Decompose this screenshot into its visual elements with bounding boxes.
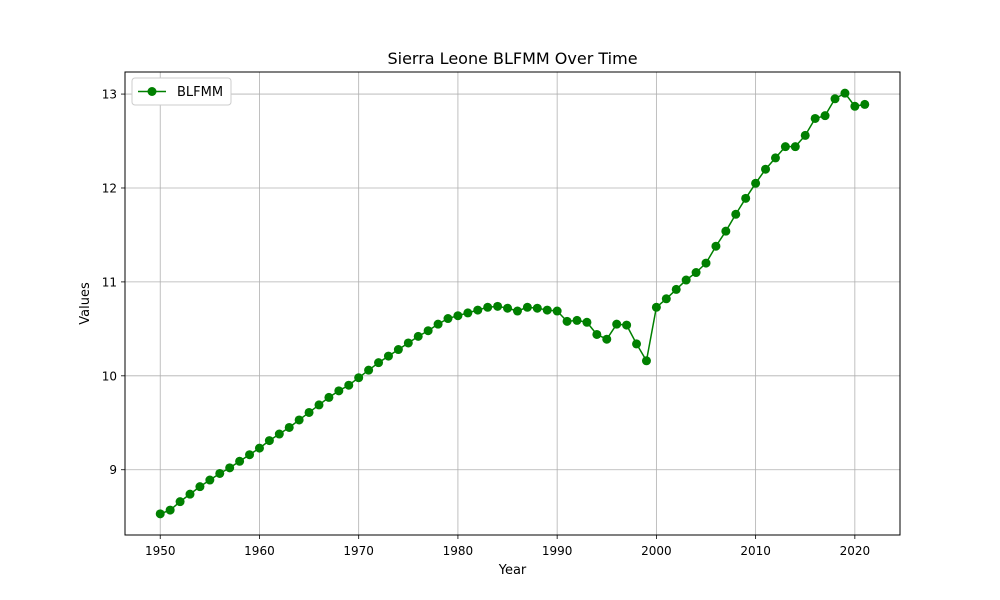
data-point bbox=[354, 373, 364, 383]
x-axis: 1950 1960 1970 1980 1990 2000 2010 2020 bbox=[145, 535, 870, 558]
legend-marker-swatch bbox=[147, 87, 157, 96]
data-point bbox=[483, 302, 493, 312]
data-point bbox=[264, 436, 274, 446]
data-point bbox=[383, 351, 393, 361]
data-point bbox=[314, 400, 324, 410]
data-point bbox=[860, 99, 870, 109]
data-point bbox=[473, 305, 483, 315]
data-point bbox=[512, 306, 522, 316]
data-point bbox=[364, 365, 374, 375]
data-point bbox=[800, 130, 810, 140]
data-point bbox=[443, 314, 453, 324]
data-point bbox=[334, 386, 344, 396]
data-point bbox=[820, 111, 830, 121]
data-point bbox=[344, 380, 354, 390]
data-point bbox=[840, 88, 850, 98]
data-point bbox=[522, 302, 532, 312]
data-point bbox=[701, 258, 711, 268]
y-tick-label: 11 bbox=[102, 275, 117, 289]
data-point bbox=[711, 241, 721, 251]
data-point bbox=[721, 226, 731, 236]
data-point bbox=[324, 392, 334, 402]
data-point bbox=[671, 284, 681, 294]
data-point bbox=[810, 113, 820, 123]
data-point bbox=[503, 303, 513, 313]
legend: BLFMM bbox=[131, 77, 232, 106]
data-point bbox=[423, 326, 433, 336]
data-point bbox=[304, 407, 314, 417]
data-point bbox=[602, 334, 612, 344]
data-point bbox=[493, 301, 503, 311]
x-tick-label: 2020 bbox=[840, 544, 871, 558]
x-tick-label: 2000 bbox=[641, 544, 672, 558]
y-tick-label: 10 bbox=[102, 369, 117, 383]
data-point bbox=[850, 101, 860, 111]
x-tick-label: 2010 bbox=[740, 544, 771, 558]
data-point bbox=[651, 302, 661, 312]
x-tick-label: 1970 bbox=[343, 544, 374, 558]
data-point bbox=[254, 443, 264, 453]
data-point bbox=[175, 497, 185, 507]
data-point bbox=[681, 275, 691, 285]
data-point bbox=[632, 339, 642, 349]
data-point bbox=[215, 468, 225, 478]
data-point bbox=[195, 482, 205, 492]
data-point bbox=[691, 268, 701, 278]
y-axis: 9 10 11 12 13 bbox=[102, 88, 125, 477]
series-layer bbox=[155, 88, 870, 519]
data-point bbox=[433, 319, 443, 329]
data-point bbox=[582, 317, 592, 327]
data-point bbox=[661, 294, 671, 304]
data-point bbox=[592, 329, 602, 339]
legend-entry-blfmm: BLFMM bbox=[177, 85, 223, 100]
data-point bbox=[453, 311, 463, 321]
legend-box bbox=[131, 77, 232, 106]
data-point bbox=[532, 303, 542, 313]
data-point bbox=[830, 94, 840, 104]
data-point bbox=[572, 315, 582, 325]
data-point bbox=[165, 505, 175, 515]
x-tick-label: 1960 bbox=[244, 544, 275, 558]
data-point bbox=[155, 509, 165, 519]
chart-title: Sierra Leone BLFMM Over Time bbox=[387, 49, 637, 68]
data-point bbox=[751, 178, 761, 188]
data-point bbox=[562, 316, 572, 326]
data-point bbox=[403, 338, 413, 348]
data-point bbox=[413, 331, 423, 341]
data-point bbox=[235, 456, 245, 466]
data-point bbox=[612, 319, 622, 329]
x-tick-label: 1990 bbox=[542, 544, 573, 558]
data-point bbox=[245, 450, 255, 460]
data-point bbox=[761, 164, 771, 174]
grid bbox=[125, 72, 900, 535]
data-point bbox=[185, 489, 195, 499]
data-point bbox=[770, 153, 780, 163]
data-point bbox=[622, 320, 632, 330]
data-point bbox=[641, 356, 651, 366]
y-tick-label: 12 bbox=[102, 181, 117, 195]
plot-frame bbox=[124, 71, 901, 536]
data-point bbox=[780, 142, 790, 152]
y-axis-label: Values bbox=[78, 282, 93, 325]
y-tick-label: 13 bbox=[102, 88, 117, 102]
data-point bbox=[225, 463, 235, 473]
data-point bbox=[741, 193, 751, 203]
data-point bbox=[790, 142, 800, 152]
data-point bbox=[205, 475, 215, 485]
data-point bbox=[284, 422, 294, 432]
data-point bbox=[274, 429, 284, 439]
data-point bbox=[731, 209, 741, 219]
data-point bbox=[294, 415, 304, 425]
plot-area bbox=[125, 72, 900, 535]
data-point bbox=[463, 308, 473, 318]
data-point bbox=[393, 345, 403, 355]
x-axis-label: Year bbox=[498, 563, 527, 578]
y-tick-label: 9 bbox=[109, 463, 117, 477]
data-point bbox=[542, 305, 552, 315]
x-tick-label: 1950 bbox=[145, 544, 176, 558]
data-point bbox=[374, 358, 384, 368]
data-point bbox=[552, 306, 562, 316]
x-tick-label: 1980 bbox=[443, 544, 474, 558]
